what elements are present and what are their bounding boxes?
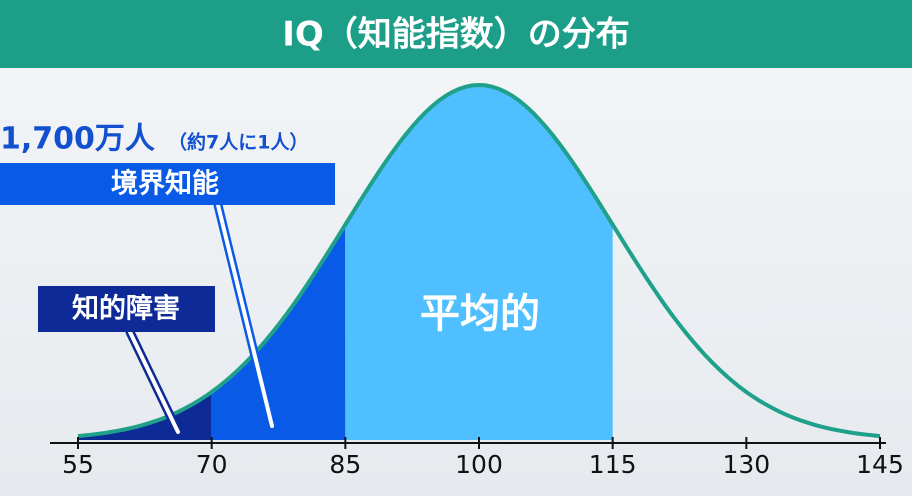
region [345, 85, 613, 440]
x-tick-label: 70 [196, 450, 228, 479]
leader [128, 330, 180, 434]
annotation: 1,700万人 [0, 122, 155, 157]
label-box [0, 163, 335, 205]
chart-title: IQ（知能指数）の分布 [282, 15, 630, 55]
x-tick-label: 145 [856, 450, 904, 479]
plot: 55 70 85 100 115 130 145 [50, 82, 904, 479]
region-label: 境界知能 [111, 168, 219, 200]
x-tick-label: 100 [455, 450, 503, 479]
curve [77, 82, 881, 439]
leader [216, 203, 274, 428]
x-tick-label: 55 [62, 450, 94, 479]
annotation-note: （約7人に1人） [168, 131, 308, 154]
x-tick-label: 130 [722, 450, 770, 479]
x-tick-label: 85 [329, 450, 361, 479]
label-box [38, 286, 215, 332]
region-label: 知的障害 [72, 293, 180, 325]
x-tick-label: 115 [589, 450, 637, 479]
region-label: 平均的 [420, 291, 540, 337]
title-bar [0, 0, 912, 68]
